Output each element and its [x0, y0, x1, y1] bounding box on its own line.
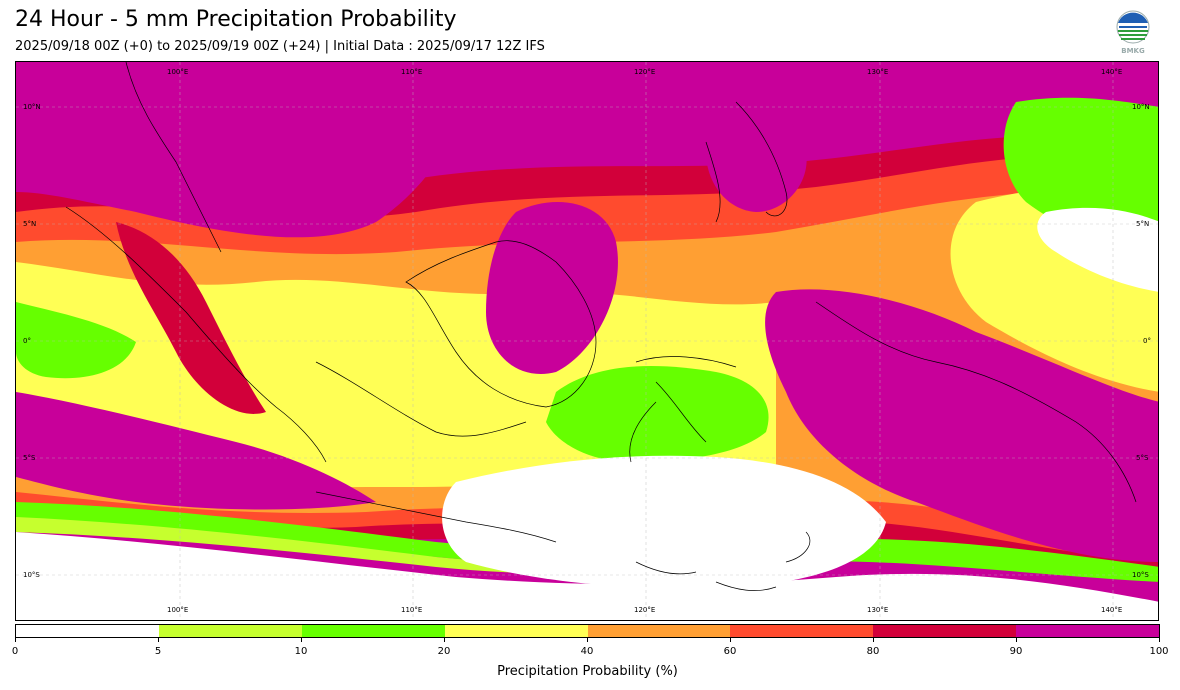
lat-label-right-10s: 10°S: [1132, 571, 1149, 579]
colorbar-segment-2: [301, 625, 445, 637]
colorbar-tickmark: [301, 638, 302, 642]
colorbar-tick-label: 80: [866, 646, 880, 657]
lat-label-right-5n: 5°N: [1136, 220, 1150, 228]
lon-label-top-100: 100°E: [167, 68, 189, 76]
svg-text:BMKG: BMKG: [1121, 47, 1145, 55]
colorbar-tickmark: [587, 638, 588, 642]
lon-label-bottom-110: 110°E: [401, 606, 423, 614]
colorbar-tick-label: 100: [1149, 646, 1169, 657]
lon-label-bottom-100: 100°E: [167, 606, 189, 614]
colorbar-tickmark: [444, 638, 445, 642]
colorbar-tickmark: [15, 638, 16, 642]
colorbar-tickmark: [730, 638, 731, 642]
lat-label-left-5s: 5°S: [23, 454, 36, 462]
colorbar-segment-4: [587, 625, 731, 637]
lat-label-right-0: 0°: [1143, 337, 1151, 345]
lat-label-left-10n: 10°N: [23, 103, 41, 111]
lat-label-left-0: 0°: [23, 337, 31, 345]
colorbar: [15, 624, 1160, 638]
bmkg-logo-icon: BMKG: [1115, 10, 1151, 56]
lon-label-top-140: 140°E: [1101, 68, 1123, 76]
colorbar-tick-label: 10: [294, 646, 308, 657]
colorbar-tickmark: [158, 638, 159, 642]
map-subtitle: 2025/09/18 00Z (+0) to 2025/09/19 00Z (+…: [15, 39, 545, 54]
lon-label-bottom-120: 120°E: [634, 606, 656, 614]
colorbar-tick-label: 0: [11, 646, 19, 657]
lat-label-right-10n: 10°N: [1132, 103, 1150, 111]
lat-label-left-5n: 5°N: [23, 220, 37, 228]
lon-label-top-120: 120°E: [634, 68, 656, 76]
lon-label-top-130: 130°E: [867, 68, 889, 76]
colorbar-tick-label: 40: [580, 646, 594, 657]
colorbar-segment-5: [730, 625, 874, 637]
colorbar-segment-6: [873, 625, 1017, 637]
lon-label-bottom-140: 140°E: [1101, 606, 1123, 614]
colorbar-label: Precipitation Probability (%): [497, 664, 678, 679]
lon-label-bottom-130: 130°E: [867, 606, 889, 614]
colorbar-tick-label: 90: [1009, 646, 1023, 657]
coastlines: [65, 62, 1137, 591]
map-title: 24 Hour - 5 mm Precipitation Probability: [15, 7, 457, 32]
colorbar-segment-1: [158, 625, 302, 637]
precipitation-map[interactable]: 100°E 110°E 120°E 130°E 140°E 100°E 110°…: [15, 61, 1159, 621]
colorbar-tickmark: [873, 638, 874, 642]
colorbar-segment-0: [16, 625, 159, 637]
lat-label-right-5s: 5°S: [1136, 454, 1149, 462]
colorbar-segment-7: [1016, 625, 1159, 637]
colorbar-tick-label: 60: [723, 646, 737, 657]
lon-label-top-110: 110°E: [401, 68, 423, 76]
colorbar-tick-label: 20: [437, 646, 451, 657]
colorbar-tickmark: [1016, 638, 1017, 642]
colorbar-tick-label: 5: [154, 646, 162, 657]
colorbar-tickmark: [1159, 638, 1160, 642]
precipitation-field: [16, 62, 1158, 620]
colorbar-segment-3: [444, 625, 588, 637]
lat-label-left-10s: 10°S: [23, 571, 40, 579]
